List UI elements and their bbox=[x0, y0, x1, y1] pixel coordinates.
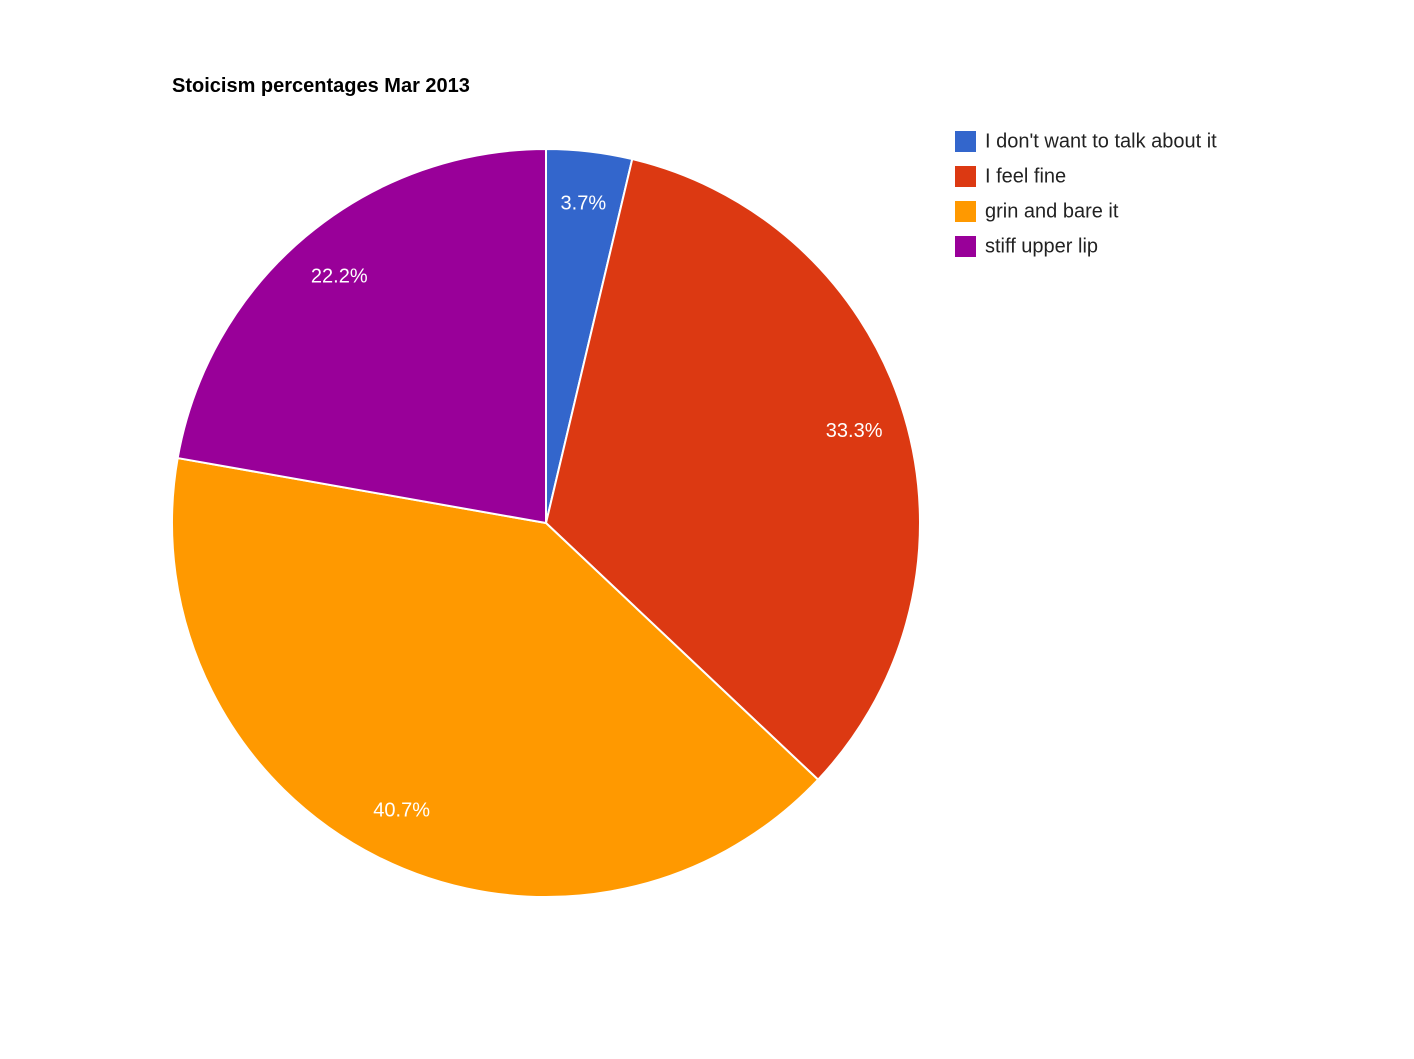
legend-label: I don't want to talk about it bbox=[985, 131, 1217, 153]
slice-label-i-feel-fine: 33.3% bbox=[826, 420, 883, 442]
legend-swatch bbox=[955, 166, 976, 187]
slice-labels: 3.7% 33.3% 40.7% 22.2% bbox=[311, 193, 883, 822]
pie-slice-stiff-upper-lip bbox=[176, 148, 547, 524]
legend: I don't want to talk about it I feel fine… bbox=[955, 131, 1217, 258]
legend-label: I feel fine bbox=[985, 166, 1066, 188]
legend-label: grin and bare it bbox=[985, 201, 1119, 223]
legend-label: stiff upper lip bbox=[985, 236, 1098, 258]
legend-item-stiff-upper-lip: stiff upper lip bbox=[955, 236, 1098, 258]
legend-item-grin-and-bare-it: grin and bare it bbox=[955, 201, 1119, 223]
pie-slice-grin-and-bare-it bbox=[171, 457, 820, 898]
chart-title: Stoicism percentages Mar 2013 bbox=[172, 75, 470, 97]
pie-slices bbox=[171, 148, 921, 898]
slice-label-grin-and-bare-it: 40.7% bbox=[373, 799, 430, 821]
slice-label-i-don-t-want-to-talk-about-it: 3.7% bbox=[561, 193, 607, 215]
legend-swatch bbox=[955, 131, 976, 152]
slice-label-stiff-upper-lip: 22.2% bbox=[311, 266, 368, 288]
pie-slice-i-feel-fine bbox=[545, 158, 921, 781]
legend-item-i-feel-fine: I feel fine bbox=[955, 166, 1066, 188]
legend-swatch bbox=[955, 201, 976, 222]
legend-swatch bbox=[955, 236, 976, 257]
legend-item-i-don-t-want-to-talk-about-it: I don't want to talk about it bbox=[955, 131, 1217, 153]
